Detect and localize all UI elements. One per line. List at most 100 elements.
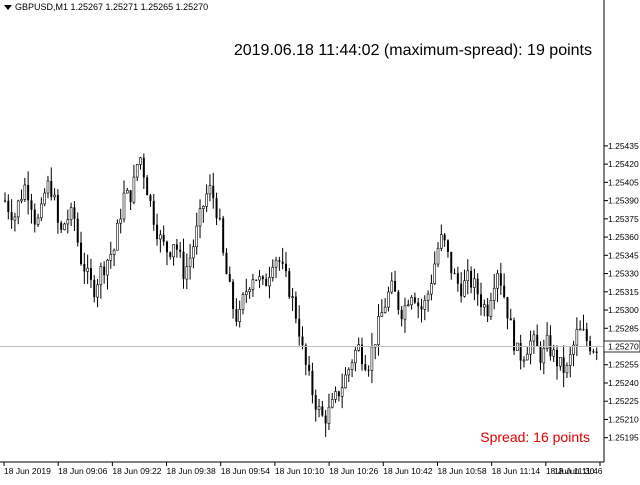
candle-body	[156, 224, 159, 239]
candle-body	[492, 287, 496, 301]
candle-body	[53, 194, 56, 198]
candle-body	[122, 192, 126, 220]
candle-body	[258, 276, 261, 281]
candles-layer	[4, 153, 598, 437]
price-tag-label: 1.25270	[608, 342, 639, 352]
candle-body	[522, 359, 526, 362]
candle-body	[109, 254, 113, 261]
candle-body	[89, 268, 92, 280]
candle-body	[568, 354, 572, 366]
candle-body	[559, 357, 562, 367]
candle-body	[532, 334, 536, 342]
candle-body	[40, 203, 43, 219]
candle-body	[483, 304, 486, 308]
candle-body	[83, 263, 86, 272]
candle-body	[159, 234, 162, 240]
candle-body	[460, 283, 463, 297]
candle-body	[406, 304, 410, 307]
candle-body	[202, 206, 205, 209]
candle-body	[370, 346, 374, 371]
candle-body	[212, 185, 215, 199]
candle-body	[225, 252, 228, 275]
candle-body	[294, 296, 297, 319]
candle-body	[426, 293, 430, 301]
time-scale: 18 Jun 2019 18 Jun 09:06 18 Jun 09:22 18 Ju…	[3, 462, 603, 476]
price-tick-label: 1.25195	[608, 433, 639, 443]
candle-body	[476, 278, 479, 295]
candle-body	[420, 306, 423, 310]
candle-body	[265, 279, 268, 286]
candle-body	[106, 259, 109, 276]
candle-body	[525, 353, 529, 361]
candle-body	[440, 234, 443, 249]
candle-body	[50, 180, 53, 197]
candle-body	[556, 349, 559, 367]
candle-body	[394, 280, 397, 292]
candle-body	[16, 200, 20, 218]
candle-body	[192, 246, 195, 259]
candle-body	[298, 318, 301, 337]
candle-body	[126, 189, 129, 194]
candle-body	[513, 320, 516, 351]
candle-body	[93, 279, 96, 298]
candle-body	[403, 305, 407, 320]
candle-body	[215, 198, 218, 219]
time-tick-label: 18 Jun 11:46	[554, 466, 603, 476]
time-tick-label: 18 Jun 09:06	[58, 466, 107, 476]
candle-body	[274, 259, 278, 268]
candle-body	[235, 309, 238, 322]
candle-body	[542, 348, 546, 364]
candle-body	[317, 406, 321, 410]
candle-body	[20, 199, 23, 202]
time-tick-label: 18 Jun 10:58	[437, 466, 486, 476]
candle-body	[149, 195, 152, 201]
candle-body	[268, 277, 271, 287]
candle-body	[301, 336, 304, 346]
dropdown-arrow-icon[interactable]	[4, 5, 12, 10]
candle-body	[314, 395, 317, 410]
candle-body	[255, 279, 258, 281]
candle-body	[456, 273, 459, 284]
candle-body	[503, 285, 506, 298]
candle-body	[350, 362, 354, 370]
candle-body	[46, 180, 50, 194]
candle-body	[30, 200, 33, 210]
candle-body	[4, 200, 6, 202]
candle-body	[251, 279, 255, 290]
candle-body	[261, 276, 264, 280]
price-tick-label: 1.25285	[608, 323, 639, 333]
candle-body	[364, 363, 367, 370]
candle-body	[241, 294, 245, 310]
candle-body	[288, 271, 291, 297]
time-tick-label: 18 Jun 10:42	[383, 466, 432, 476]
candle-body	[132, 176, 136, 203]
candle-body	[423, 300, 427, 310]
candle-body	[446, 240, 449, 252]
candle-body	[182, 251, 185, 280]
candle-body	[116, 222, 119, 251]
candle-body	[499, 273, 502, 286]
price-tick-label: 1.25360	[608, 232, 639, 242]
candle-body	[473, 278, 476, 288]
price-tick-label: 1.25225	[608, 396, 639, 406]
candle-body	[304, 345, 307, 365]
candle-body	[281, 261, 284, 264]
symbol-header[interactable]: GBPUSD,M1 1.25267 1.25271 1.25265 1.2527…	[4, 2, 208, 12]
candle-body	[400, 309, 403, 320]
candle-body	[162, 234, 165, 242]
candle-body	[334, 391, 337, 400]
time-tick-label: 18 Jun 10:26	[329, 466, 378, 476]
candle-body	[330, 399, 334, 408]
candle-body	[347, 369, 351, 376]
candle-body	[248, 289, 251, 293]
time-tick-label: 18 Jun 11:14	[492, 466, 541, 476]
candle-body	[397, 291, 400, 310]
candle-body	[195, 225, 199, 248]
candle-body	[552, 349, 556, 357]
candle-body	[146, 177, 149, 196]
price-scale: 1.25435 1.25420 1.25405 1.25390 1.25375 1.253…	[604, 141, 639, 443]
candle-body	[99, 266, 103, 286]
candle-body	[165, 241, 168, 253]
